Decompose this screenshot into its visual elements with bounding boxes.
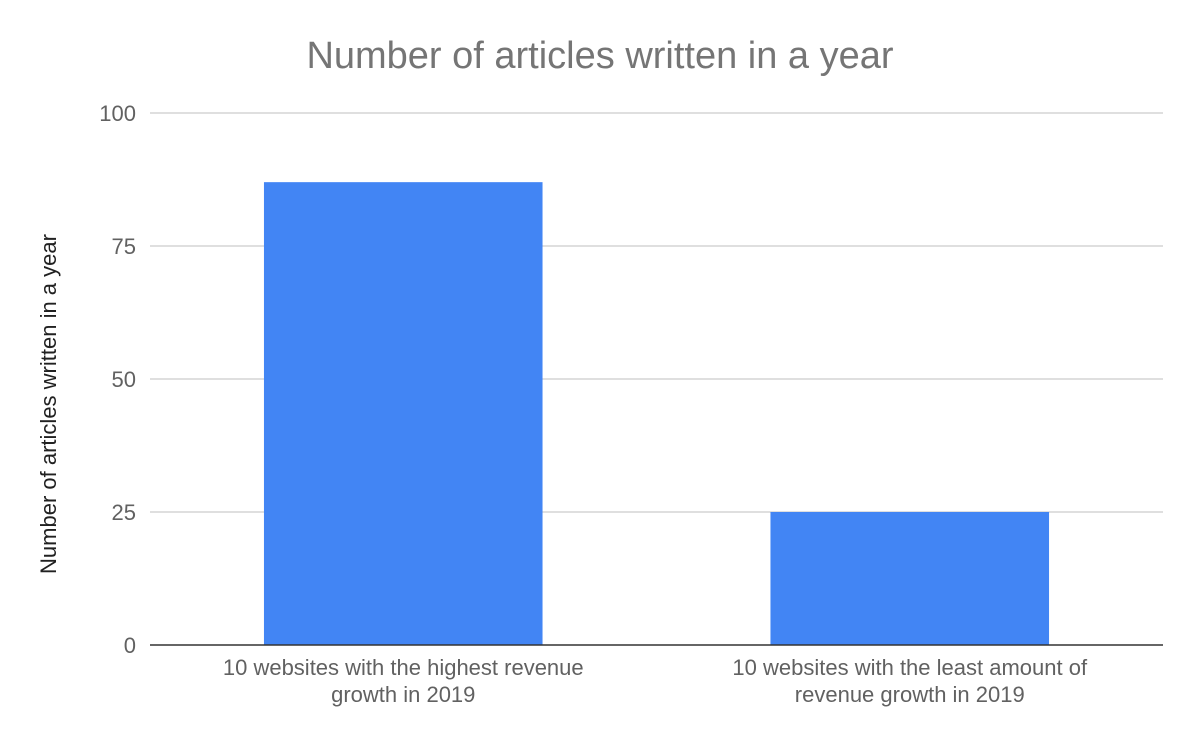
x-category-label: 10 websites with the least amount of reve… (732, 655, 1088, 707)
y-axis-ticks: 0 25 50 75 100 (99, 101, 136, 658)
y-tick-label: 25 (112, 500, 136, 525)
chart-title: Number of articles written in a year (306, 35, 893, 77)
bar (263, 182, 543, 645)
y-tick-label: 0 (124, 633, 136, 658)
x-category-label-line: 10 websites with the least amount of (732, 655, 1088, 680)
x-category-label-line: 10 websites with the highest revenue (223, 655, 584, 680)
y-tick-label: 75 (112, 234, 136, 259)
y-tick-label: 100 (99, 101, 136, 126)
x-category-label-line: revenue growth in 2019 (795, 682, 1025, 707)
y-axis-title: Number of articles written in a year (36, 234, 61, 574)
bars (263, 182, 1050, 645)
x-category-label: 10 websites with the highest revenue grow… (223, 655, 584, 707)
y-tick-label: 50 (112, 367, 136, 392)
bar (770, 512, 1050, 645)
x-axis-categories: 10 websites with the highest revenue grow… (223, 655, 1088, 707)
x-category-label-line: growth in 2019 (331, 682, 475, 707)
